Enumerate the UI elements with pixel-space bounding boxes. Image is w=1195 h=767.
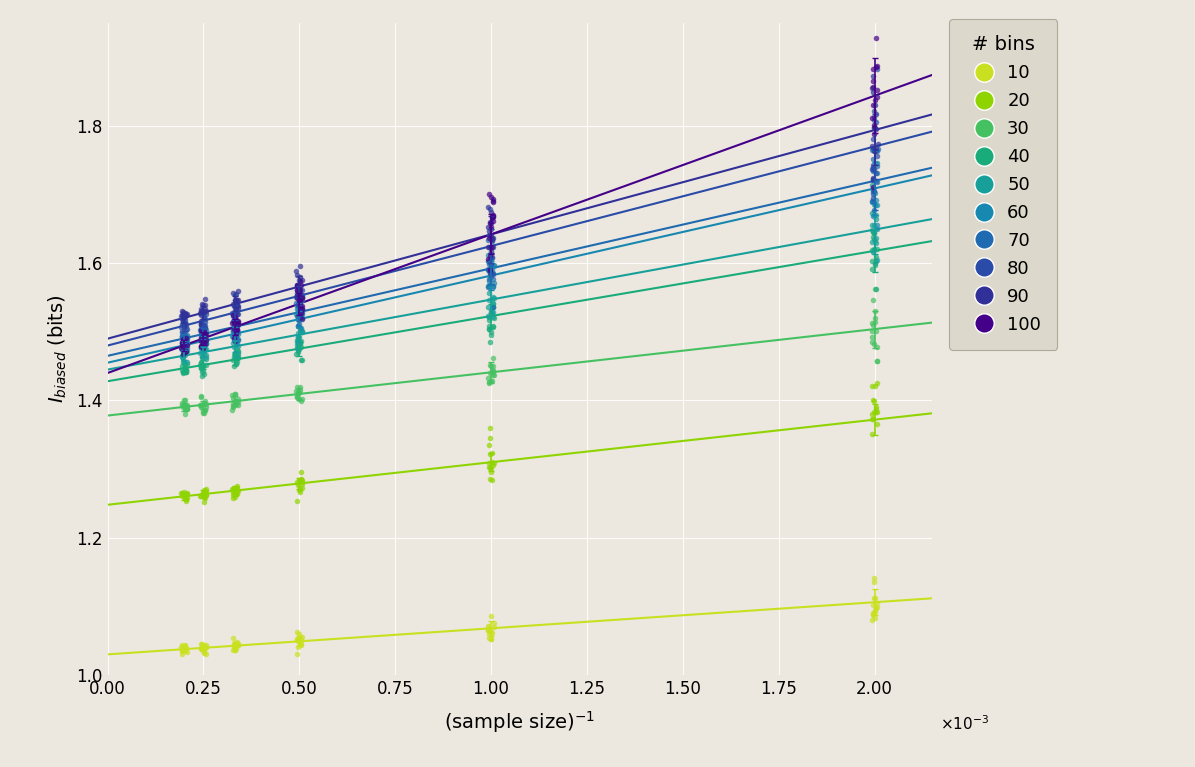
Legend: 10, 20, 30, 40, 50, 60, 70, 80, 90, 100: 10, 20, 30, 40, 50, 60, 70, 80, 90, 100 [949,19,1058,350]
Text: $\times10^{-3}$: $\times10^{-3}$ [940,714,989,732]
X-axis label: (sample size)$^{-1}$: (sample size)$^{-1}$ [445,709,595,735]
Y-axis label: $I_{biased}$ (bits): $I_{biased}$ (bits) [47,295,69,403]
